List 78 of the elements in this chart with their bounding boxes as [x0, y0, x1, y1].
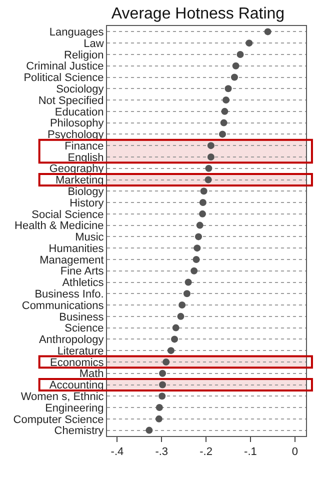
point — [207, 153, 214, 160]
x-tick-label: -.2 — [200, 446, 212, 458]
y-tick-label: Languages — [49, 26, 104, 39]
y-tick-label: Communications — [22, 300, 104, 312]
y-tick-label: Music — [75, 232, 104, 244]
point — [204, 176, 212, 184]
point — [184, 278, 192, 286]
y-tick-label: Fine Arts — [60, 266, 104, 278]
point — [205, 164, 212, 172]
point — [162, 358, 170, 366]
point — [159, 381, 166, 388]
point — [183, 290, 190, 298]
y-tick-label: Not Specified — [38, 94, 104, 107]
point — [220, 119, 228, 126]
point — [230, 74, 238, 81]
y-tick-label: Psychology — [48, 129, 104, 142]
point — [171, 336, 178, 343]
y-tick-label: Economics — [50, 356, 104, 369]
y-tick-label: Anthropology — [38, 334, 104, 346]
y-tick-label: Health & Medicine — [14, 220, 104, 232]
y-tick-label: Chemistry — [54, 425, 104, 438]
y-tick-label: Sociology — [56, 83, 104, 96]
y-tick-label: History — [70, 197, 104, 210]
point — [172, 324, 180, 332]
y-tick-label: Religion — [64, 49, 104, 62]
point — [221, 108, 228, 115]
y-tick-label: Computer Science — [13, 414, 104, 426]
point — [178, 302, 186, 309]
y-tick-label: Geography — [49, 163, 104, 176]
y-tick-label: Engineering — [45, 402, 104, 414]
y-tick-label: Literature — [57, 345, 104, 358]
x-tick-label: -.4 — [110, 446, 124, 458]
y-tick-label: Athletics — [62, 277, 104, 290]
point — [264, 28, 272, 36]
point — [192, 256, 200, 263]
y-tick-label: Biology — [68, 186, 104, 198]
point — [190, 267, 198, 274]
chart-title: Average Hotness Rating — [111, 5, 285, 22]
y-tick-label: Business — [59, 311, 104, 324]
point — [236, 50, 244, 58]
y-tick-label: Women s, Ethnic — [20, 390, 104, 403]
point — [159, 370, 166, 377]
y-tick-label: Political Science — [24, 72, 104, 84]
x-tick-label: -.1 — [244, 446, 257, 458]
point — [177, 312, 184, 320]
point — [196, 222, 204, 229]
y-tick-label: Management — [40, 254, 104, 266]
y-tick-label: Humanities — [48, 242, 104, 255]
y-tick-label: Philosophy — [50, 118, 104, 130]
point — [222, 96, 230, 104]
point — [158, 392, 166, 400]
y-tick-label: Social Science — [32, 208, 104, 221]
point — [155, 415, 162, 422]
point — [194, 244, 201, 252]
point — [146, 426, 153, 434]
point — [200, 188, 208, 195]
point — [199, 199, 206, 206]
point — [195, 233, 202, 240]
x-tick-label: -.3 — [155, 446, 168, 458]
point — [232, 62, 240, 70]
y-tick-label: Criminal Justice — [26, 60, 104, 73]
y-tick-label: Math — [79, 368, 104, 380]
point — [156, 404, 163, 412]
x-tick-label: 0 — [292, 446, 298, 458]
y-tick-label: Education — [54, 106, 104, 118]
y-tick-label: English — [68, 152, 104, 164]
point — [207, 142, 214, 150]
y-tick-label: Accounting — [49, 380, 104, 392]
point — [167, 347, 174, 354]
point — [218, 130, 226, 138]
y-tick-label: Marketing — [56, 174, 104, 187]
point — [224, 85, 232, 92]
y-tick-label: Finance — [64, 140, 104, 152]
y-tick-label: Law — [84, 38, 104, 50]
y-tick-label: Business Info. — [34, 288, 104, 300]
point — [199, 210, 206, 218]
point — [246, 40, 253, 47]
y-tick-label: Science — [64, 322, 104, 335]
